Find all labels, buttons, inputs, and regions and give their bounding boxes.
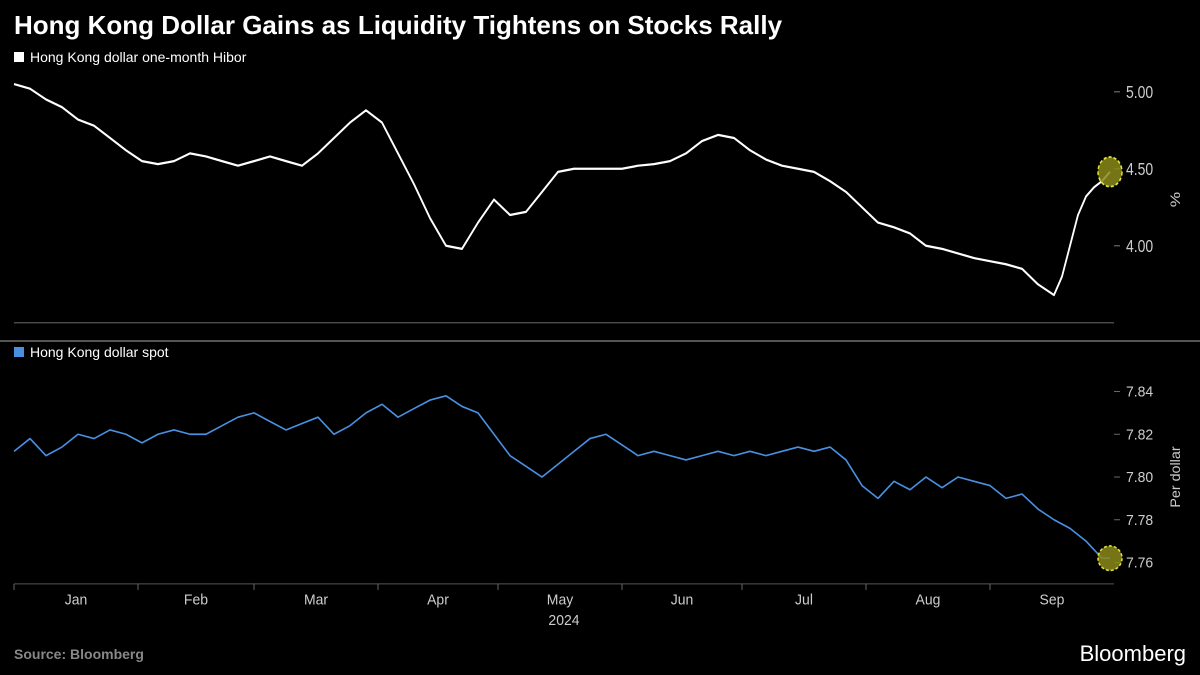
legend-label-bottom: Hong Kong dollar spot <box>30 344 169 360</box>
source-label: Source: Bloomberg <box>14 646 144 662</box>
svg-text:2024: 2024 <box>548 612 579 628</box>
footer: Source: Bloomberg Bloomberg <box>0 635 1200 675</box>
svg-text:4.50: 4.50 <box>1126 161 1153 180</box>
svg-text:4.00: 4.00 <box>1126 238 1153 257</box>
legend-swatch-top <box>14 52 24 62</box>
chart-container: Hong Kong Dollar Gains as Liquidity Tigh… <box>0 0 1200 675</box>
svg-text:7.78: 7.78 <box>1126 512 1153 528</box>
chart-title: Hong Kong Dollar Gains as Liquidity Tigh… <box>0 0 1200 47</box>
svg-text:Jul: Jul <box>795 591 813 607</box>
svg-text:Mar: Mar <box>304 591 328 607</box>
legend-bottom: Hong Kong dollar spot <box>0 342 1200 364</box>
svg-text:Aug: Aug <box>916 591 941 607</box>
svg-text:%: % <box>1168 192 1183 207</box>
bloomberg-logo: Bloomberg <box>1080 641 1186 667</box>
chart-panel-spot: 7.76 7.78 7.80 7.82 7.84 Per dollar Jan Feb Mar A… <box>0 364 1200 635</box>
svg-text:7.82: 7.82 <box>1126 426 1153 442</box>
legend-top: Hong Kong dollar one-month Hibor <box>0 47 1200 69</box>
svg-text:7.76: 7.76 <box>1126 554 1153 570</box>
svg-text:Apr: Apr <box>427 591 449 607</box>
svg-text:Jan: Jan <box>65 591 88 607</box>
line-chart-hibor: 4.00 4.50 5.00% <box>0 69 1200 340</box>
svg-text:7.84: 7.84 <box>1126 383 1153 399</box>
legend-label-top: Hong Kong dollar one-month Hibor <box>30 49 246 65</box>
legend-swatch-bottom <box>14 347 24 357</box>
line-chart-spot: 7.76 7.78 7.80 7.82 7.84 Per dollar Jan Feb Mar A… <box>0 364 1200 635</box>
svg-text:Jun: Jun <box>671 591 694 607</box>
svg-text:Sep: Sep <box>1040 591 1065 607</box>
svg-text:7.80: 7.80 <box>1126 469 1153 485</box>
svg-text:5.00: 5.00 <box>1126 84 1153 103</box>
svg-text:Per dollar: Per dollar <box>1167 446 1183 507</box>
svg-text:Feb: Feb <box>184 591 208 607</box>
chart-panel-hibor: 4.00 4.50 5.00% <box>0 69 1200 340</box>
svg-text:May: May <box>547 591 574 607</box>
